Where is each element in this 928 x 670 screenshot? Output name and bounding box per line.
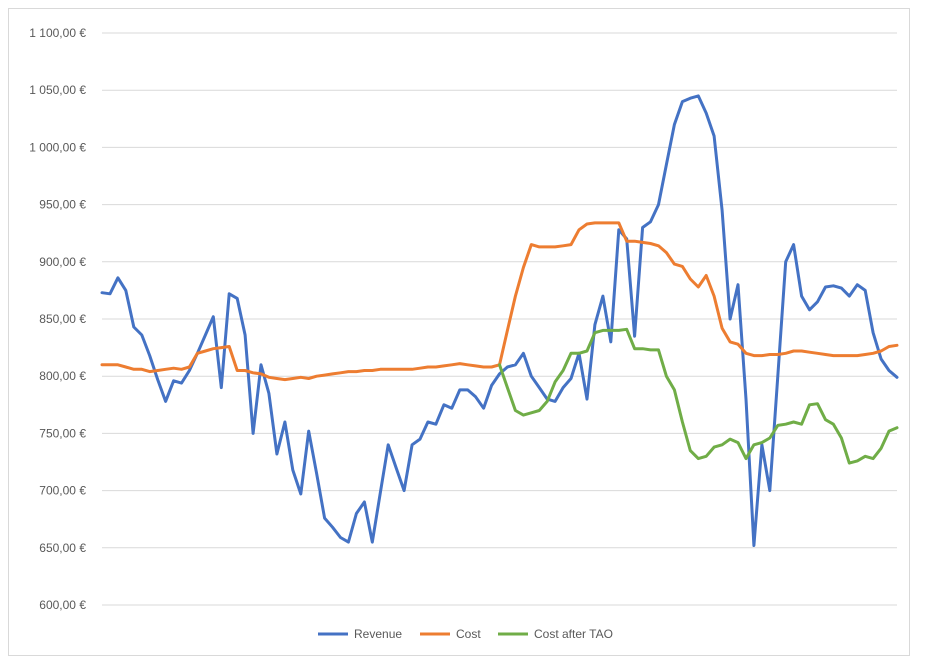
y-tick-label: 1 100,00 €	[29, 26, 86, 40]
series-line-revenue	[100, 94, 899, 547]
y-tick-label: 950,00 €	[39, 198, 86, 212]
series-line-cost-after-tao	[498, 327, 899, 465]
legend: Revenue Cost Cost after TAO	[318, 627, 613, 641]
y-tick-label: 1 050,00 €	[29, 83, 86, 97]
legend-label-revenue: Revenue	[354, 627, 402, 641]
legend-label-cost-after-tao: Cost after TAO	[534, 627, 613, 641]
y-axis: 600,00 € 650,00 € 700,00 € 750,00 € 800,00 €…	[29, 26, 86, 612]
grid-lines	[102, 32, 897, 606]
y-tick-label: 600,00 €	[39, 598, 86, 612]
y-tick-label: 750,00 €	[39, 426, 86, 440]
y-tick-label: 650,00 €	[39, 541, 86, 555]
y-tick-label: 800,00 €	[39, 369, 86, 383]
y-tick-label: 900,00 €	[39, 255, 86, 269]
y-tick-label: 850,00 €	[39, 312, 86, 326]
plot-area	[100, 94, 899, 547]
y-tick-label: 1 000,00 €	[29, 140, 86, 154]
legend-label-cost: Cost	[456, 627, 481, 641]
y-tick-label: 700,00 €	[39, 484, 86, 498]
